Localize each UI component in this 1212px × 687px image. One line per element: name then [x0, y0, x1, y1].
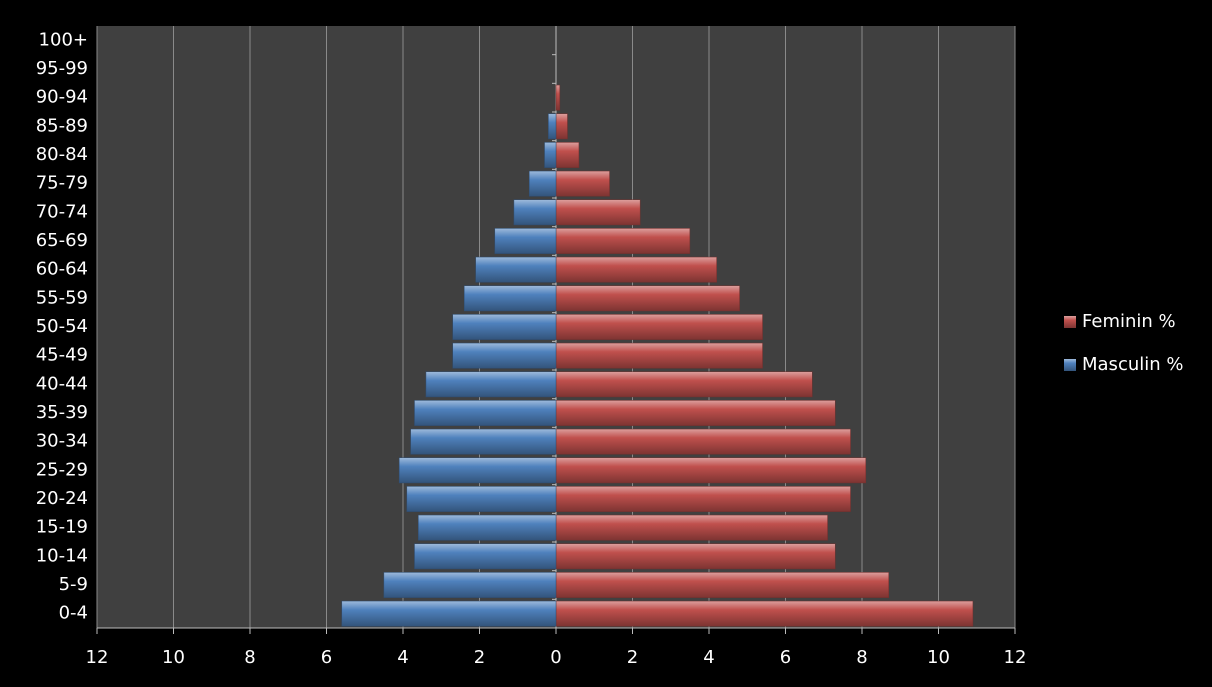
x-tick-label: 10 [927, 647, 950, 668]
bar [341, 600, 557, 627]
legend-label: Feminin % [1082, 311, 1176, 332]
bar [555, 342, 763, 369]
bar [555, 428, 851, 455]
y-tick-label: 25-29 [36, 459, 88, 480]
y-tick-label: 80-84 [36, 144, 88, 165]
bar [555, 457, 867, 484]
bar [555, 113, 568, 140]
bar [418, 514, 557, 541]
x-tick-label: 6 [780, 647, 791, 668]
y-tick-label: 70-74 [36, 201, 88, 222]
y-tick-label: 30-34 [36, 431, 88, 452]
y-tick-label: 50-54 [36, 316, 88, 337]
y-tick-label: 55-59 [36, 287, 88, 308]
legend-label: Masculin % [1082, 354, 1183, 375]
y-tick-label: 45-49 [36, 345, 88, 366]
bar [452, 314, 557, 340]
legend-swatch [1064, 359, 1076, 371]
y-tick-label: 40-44 [36, 373, 88, 394]
legend-swatch [1064, 316, 1076, 328]
y-tick-label: 90-94 [36, 87, 88, 108]
y-tick-label: 60-64 [36, 259, 88, 280]
bar [406, 486, 557, 512]
x-tick-label: 12 [86, 647, 109, 668]
bar [555, 572, 890, 598]
bar [513, 199, 557, 226]
y-tick-label: 35-39 [36, 402, 88, 423]
y-tick-label: 20-24 [36, 488, 88, 509]
bar [555, 228, 691, 254]
x-tick-label: 6 [321, 647, 332, 668]
bar [475, 256, 557, 283]
bar [555, 514, 828, 541]
bar [398, 457, 557, 484]
y-tick-label: 0-4 [59, 603, 88, 624]
x-tick-label: 8 [856, 647, 867, 668]
bar [555, 486, 851, 512]
bar [548, 113, 557, 140]
bar [452, 342, 557, 369]
bar [544, 142, 557, 168]
bar [555, 199, 641, 226]
x-tick-label: 10 [162, 647, 185, 668]
x-tick-label: 0 [550, 647, 561, 668]
x-tick-label: 4 [397, 647, 408, 668]
x-tick-label: 4 [703, 647, 714, 668]
bar [528, 170, 557, 197]
bar [555, 256, 717, 283]
y-tick-label: 100+ [39, 29, 88, 50]
x-tick-label: 2 [627, 647, 638, 668]
bar [555, 170, 610, 197]
x-tick-label: 12 [1004, 647, 1027, 668]
y-tick-label: 75-79 [36, 173, 88, 194]
bar [555, 285, 740, 312]
bar [555, 371, 813, 398]
x-tick-label: 2 [474, 647, 485, 668]
bar [555, 600, 974, 627]
y-tick-label: 15-19 [36, 517, 88, 538]
x-tick-label: 8 [244, 647, 255, 668]
bar [425, 371, 557, 398]
bar [555, 142, 580, 168]
bar [414, 400, 557, 426]
y-tick-label: 5-9 [59, 574, 88, 595]
bar [555, 543, 836, 570]
bar [414, 543, 557, 570]
bar [463, 285, 557, 312]
y-tick-label: 10-14 [36, 545, 88, 566]
bar [555, 314, 763, 340]
y-tick-label: 95-99 [36, 58, 88, 79]
bar [383, 572, 557, 598]
bar [555, 400, 836, 426]
y-tick-label: 65-69 [36, 230, 88, 251]
bar [410, 428, 557, 455]
bar [555, 84, 561, 111]
y-tick-label: 85-89 [36, 115, 88, 136]
bar [494, 228, 557, 254]
